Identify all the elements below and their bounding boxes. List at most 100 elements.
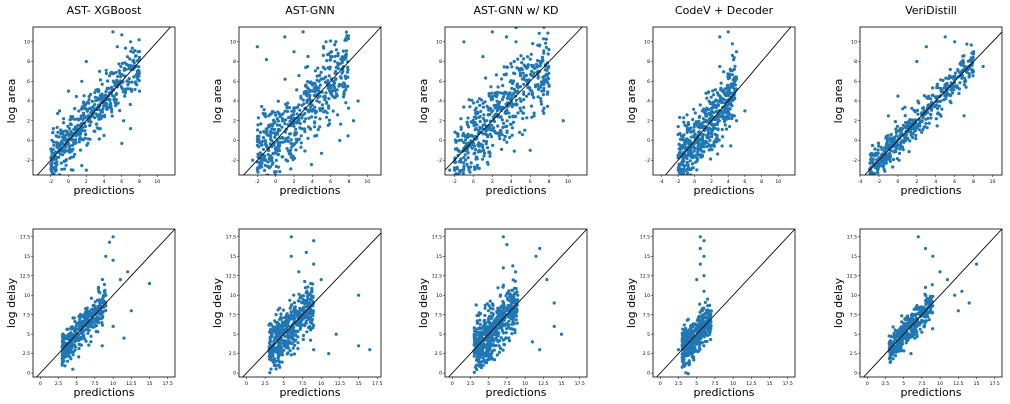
point [104, 308, 108, 313]
point [500, 133, 504, 137]
point [711, 89, 715, 93]
point [502, 65, 506, 69]
scatter-points [676, 235, 713, 376]
point [87, 322, 91, 326]
point [98, 69, 102, 73]
y-tick-label: 17.5 [640, 234, 650, 240]
point [958, 81, 962, 85]
point [542, 27, 546, 29]
point [466, 151, 470, 155]
point [542, 111, 546, 115]
point [490, 302, 495, 306]
point [478, 318, 482, 322]
point [60, 135, 65, 139]
point [494, 337, 498, 341]
point [119, 65, 123, 69]
point [70, 326, 74, 330]
point [79, 114, 83, 118]
point [501, 125, 505, 129]
point [716, 121, 720, 125]
point [914, 133, 918, 138]
point [105, 107, 109, 111]
point [472, 124, 476, 128]
point [492, 118, 496, 122]
point [63, 364, 67, 368]
point [728, 107, 732, 111]
point [84, 328, 88, 332]
point [682, 176, 685, 179]
point [500, 310, 504, 314]
point [893, 354, 898, 358]
point [84, 307, 88, 311]
point [280, 176, 283, 179]
point [474, 303, 478, 307]
point [299, 145, 303, 149]
point [730, 42, 735, 46]
point [94, 324, 98, 328]
point [329, 55, 333, 59]
point [77, 346, 81, 351]
point [542, 86, 546, 90]
point [100, 110, 104, 114]
point [346, 75, 350, 79]
point [270, 329, 274, 334]
x-tick-label: 8 [138, 179, 141, 185]
point [886, 137, 891, 141]
point [716, 127, 720, 131]
point [265, 188, 268, 191]
point [475, 110, 479, 114]
point [94, 307, 98, 312]
point [102, 104, 106, 108]
point [481, 146, 485, 150]
point [522, 92, 526, 96]
point [501, 266, 505, 270]
point [501, 235, 505, 239]
point [498, 346, 503, 350]
point [331, 95, 335, 99]
point [972, 50, 976, 54]
point [137, 69, 141, 73]
x-tick-label: 10 [990, 179, 996, 185]
point [478, 115, 482, 119]
point [465, 190, 468, 193]
point [274, 113, 278, 117]
point [497, 326, 501, 330]
point [111, 324, 115, 328]
point [89, 120, 93, 124]
y-axis-label: log delay [5, 277, 18, 328]
point [710, 135, 714, 139]
point [676, 153, 680, 157]
point [73, 107, 77, 111]
point [290, 303, 294, 307]
point [546, 52, 550, 56]
y-tick-label: 0 [439, 138, 442, 144]
point [491, 109, 495, 113]
point [510, 288, 514, 292]
point [710, 114, 714, 118]
point [943, 94, 947, 98]
point [292, 301, 296, 305]
point [324, 115, 329, 119]
x-tick-label: 2 [915, 179, 918, 185]
point [78, 129, 82, 134]
point [726, 77, 731, 81]
point [267, 114, 271, 118]
point [678, 143, 682, 147]
subplot-title: VeriDistill [905, 4, 957, 17]
point [289, 254, 293, 258]
point [301, 312, 305, 316]
point [490, 123, 494, 127]
point [513, 301, 517, 305]
point [68, 355, 72, 359]
point [541, 75, 545, 79]
point [318, 117, 322, 121]
point [480, 343, 484, 347]
point [269, 134, 273, 138]
point [495, 103, 499, 107]
point [96, 285, 101, 289]
point [895, 145, 899, 149]
point [472, 343, 476, 347]
point [872, 153, 876, 157]
point [122, 336, 126, 340]
point [468, 144, 472, 148]
